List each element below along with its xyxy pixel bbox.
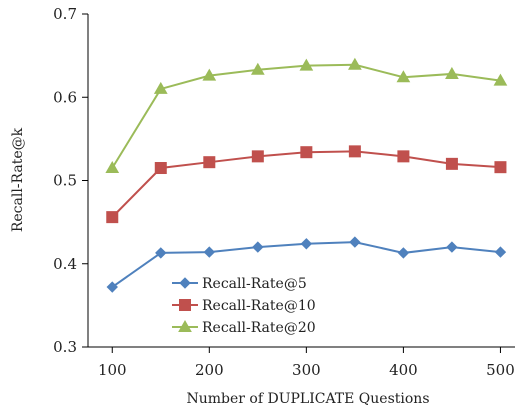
data-point [300, 238, 313, 250]
data-point [494, 161, 507, 174]
series-2 [106, 145, 507, 224]
legend-item: Recall-Rate@20 [172, 319, 316, 336]
series-1 [106, 236, 507, 293]
x-axis-title: Number of DUPLICATE Questions [186, 391, 429, 407]
data-point [252, 241, 264, 253]
legend-item: Recall-Rate@5 [172, 276, 307, 292]
data-point [396, 70, 411, 83]
data-point [397, 247, 410, 259]
data-point [250, 62, 265, 75]
data-point [349, 236, 361, 248]
y-tick-label: 0.6 [53, 88, 77, 106]
y-axis-title: Recall-Rate@k [10, 127, 26, 232]
data-point [153, 81, 168, 94]
series-3 [105, 57, 508, 174]
data-point [202, 68, 217, 81]
data-point [203, 156, 216, 169]
legend-marker [179, 299, 191, 311]
legend-label: Recall-Rate@10 [202, 298, 316, 314]
legend-label: Recall-Rate@20 [202, 320, 316, 336]
y-tick-label: 0.4 [53, 255, 77, 273]
y-tick-label: 0.3 [53, 338, 77, 356]
legend-label: Recall-Rate@5 [202, 276, 307, 292]
data-point [348, 57, 362, 70]
data-point [446, 241, 458, 253]
data-point [251, 150, 264, 163]
legend-marker [179, 277, 191, 289]
data-point [493, 73, 508, 86]
data-point [154, 162, 167, 175]
data-point [155, 247, 167, 259]
data-point [494, 246, 507, 258]
data-point [203, 246, 216, 258]
data-point [106, 211, 119, 224]
ticks: 0.3 0.4 0.5 0.6 0.7 100 200 300 400 500 [53, 5, 515, 379]
x-tick-label: 400 [389, 361, 418, 379]
y-tick-label: 0.7 [53, 5, 77, 23]
data-point [300, 146, 313, 159]
y-tick-label: 0.5 [53, 172, 77, 190]
data-point [106, 281, 118, 293]
series-line [111, 150, 501, 218]
legend-marker [178, 319, 192, 332]
legend: Recall-Rate@5 Recall-Rate@10 Recall-Rate@2… [172, 276, 316, 336]
legend-item: Recall-Rate@10 [172, 298, 316, 314]
data-point [348, 145, 361, 158]
x-tick-label: 500 [486, 361, 515, 379]
series-layer [105, 57, 508, 293]
data-point [397, 150, 410, 163]
x-tick-label: 300 [292, 361, 321, 379]
x-tick-label: 200 [195, 361, 224, 379]
data-point [445, 157, 458, 170]
x-tick-label: 100 [98, 361, 127, 379]
data-point [445, 66, 459, 79]
data-point [299, 58, 314, 71]
data-point [105, 161, 120, 174]
